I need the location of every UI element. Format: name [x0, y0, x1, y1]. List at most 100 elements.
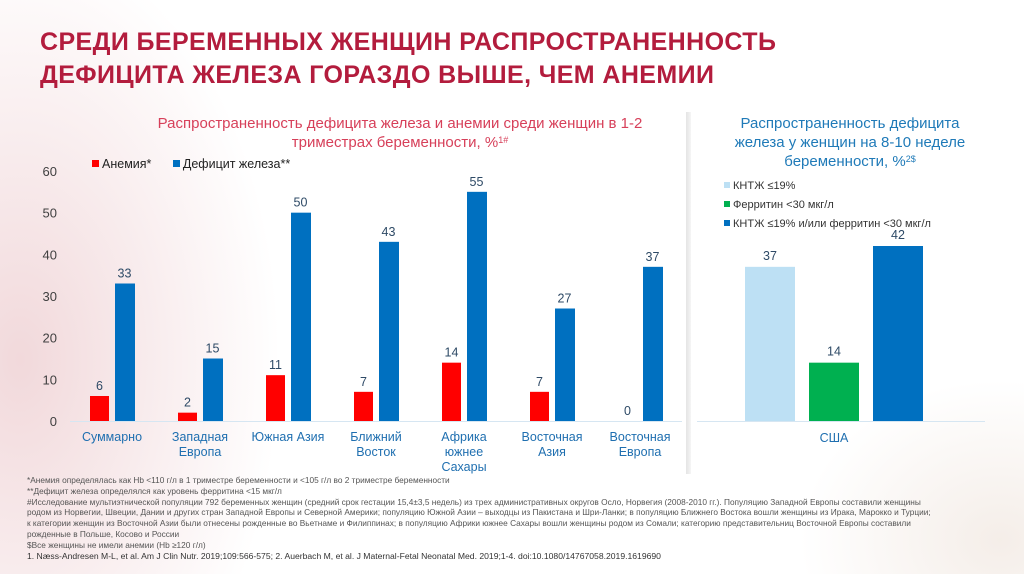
bar-iron-deficiency: [379, 241, 399, 421]
data-label-anemia: 14: [445, 346, 459, 360]
bar-iron-deficiency: [555, 308, 575, 421]
right-chart-legend: КНТЖ ≤19% Ферритин <30 мкг/л КНТЖ ≤19% и…: [724, 177, 931, 234]
legend-item-ferritin: Ферритин <30 мкг/л: [724, 196, 931, 215]
data-label-anemia: 6: [96, 379, 103, 393]
y-tick-label: 40: [43, 247, 57, 262]
data-label-iron-deficiency: 33: [118, 267, 132, 281]
slide-title-line-2: ДЕФИЦИТА ЖЕЛЕЗА ГОРАЗДО ВЫШЕ, ЧЕМ АНЕМИИ: [40, 61, 715, 89]
y-tick-label: 0: [50, 414, 57, 429]
right-chart-title-sup: 2$: [905, 154, 916, 164]
legend-swatch-tsat: [724, 182, 730, 188]
bar-iron-deficiency: [467, 191, 487, 421]
bar-anemia: [442, 362, 461, 421]
y-tick-label: 30: [43, 289, 57, 304]
x-tick-label-line: Ближний: [350, 430, 402, 444]
data-label-tsat: 37: [763, 249, 777, 263]
legend-item-tsat: КНТЖ ≤19%: [724, 177, 931, 196]
x-tick-label-line: Суммарно: [81, 430, 143, 444]
y-tick-label: 20: [43, 331, 57, 346]
data-label-iron-deficiency: 37: [646, 250, 660, 264]
left-chart-legend: Анемия* Дефицит железа**: [92, 157, 308, 171]
x-tick-label-line: Африка: [441, 430, 487, 444]
data-label-iron-deficiency: 43: [382, 225, 396, 239]
footnote-no-anemia: $Все женщины не имели анемии (Hb ≥120 г/…: [27, 539, 206, 550]
footnotes: *Анемия определялась как Hb <110 г/л в 1…: [27, 475, 1017, 561]
data-label-iron-deficiency: 50: [294, 196, 308, 210]
slide-title-line-1: СРЕДИ БЕРЕМЕННЫХ ЖЕНЩИН РАСПРОСТРАНЕННОС…: [40, 28, 777, 56]
x-tick-label-line: Южная Азия: [251, 430, 325, 444]
bar-iron-deficiency: [643, 266, 663, 421]
bar-anemia: [90, 396, 109, 421]
x-tick-label-line: Азия: [538, 445, 566, 459]
x-tick-label: Западная Европа: [155, 430, 245, 460]
bar-ferritin: [809, 362, 859, 421]
y-tick-label: 50: [43, 206, 57, 221]
bar-tsat-or-ferritin: [873, 246, 923, 421]
right-chart-title-line-1: Распространенность дефицита: [740, 115, 960, 132]
x-tick-label: Ближний Восток: [331, 430, 421, 460]
x-tick-label: Восточная Европа: [595, 430, 685, 460]
data-label-anemia: 7: [360, 375, 367, 389]
legend-swatch-anemia: [92, 160, 99, 167]
footnote-iron-deficiency: **Дефицит железа определялся как уровень…: [27, 485, 282, 496]
data-label-anemia: 2: [184, 396, 191, 410]
x-tick-label-line: Европа: [618, 445, 662, 459]
chart-divider: [686, 112, 691, 474]
footnote-study-4: рожденные в Польше, Косово и России: [27, 528, 180, 539]
x-tick-label: Восточная Азия: [507, 430, 597, 460]
legend-label-tsat: КНТЖ ≤19%: [733, 180, 796, 192]
right-chart-title-line-3: беременности, %: [784, 153, 906, 170]
legend-swatch-iron-deficiency: [172, 160, 180, 167]
x-tick-label-usa: США: [819, 431, 849, 445]
footnote-study-2: родом из Норвегии, Швеции, Дании и други…: [27, 507, 931, 518]
data-label-anemia: 7: [536, 375, 543, 389]
x-tick-label-line: Восток: [356, 445, 396, 459]
legend-label-ferritin: Ферритин <30 мкг/л: [733, 199, 834, 211]
legend-item-tsat-or-ferritin: КНТЖ ≤19% и/или ферритин <30 мкг/л: [724, 215, 931, 234]
slide-title: СРЕДИ БЕРЕМЕННЫХ ЖЕНЩИН РАСПРОСТРАНЕННОС…: [40, 26, 940, 92]
x-tick-label: Суммарно: [67, 430, 157, 445]
x-tick-label-line: Восточная: [609, 430, 671, 444]
x-tick-label: Африка южнее Сахары: [419, 430, 509, 475]
legend-swatch-tsat-or-ferritin: [724, 220, 730, 226]
x-tick-label-line: южнее: [444, 445, 484, 459]
footnote-study-3: к категории женщин из Восточной Азии был…: [27, 518, 911, 529]
bar-anemia: [266, 375, 285, 421]
bar-tsat: [745, 266, 795, 421]
bar-iron-deficiency: [203, 358, 223, 421]
data-label-anemia: 0: [624, 404, 631, 418]
legend-swatch-ferritin: [724, 201, 730, 207]
bar-iron-deficiency: [115, 283, 135, 421]
left-chart-title: Распространенность дефицита железа и ане…: [120, 114, 680, 152]
footnote-study-1: #Исследование мультиэтнической популяции…: [27, 496, 921, 507]
bar-anemia: [178, 412, 197, 421]
data-label-iron-deficiency: 27: [558, 292, 572, 306]
x-tick-label-line: Западная: [171, 430, 229, 444]
data-label-anemia: 11: [269, 358, 282, 372]
bar-anemia: [530, 391, 549, 421]
right-chart-title-line-2: железа у женщин на 8-10 неделе: [734, 134, 966, 151]
y-tick-label: 60: [43, 164, 57, 179]
legend-label-iron-deficiency: Дефицит железа**: [182, 157, 291, 171]
x-tick-label-line: Сахары: [441, 460, 487, 474]
legend-item-iron-deficiency: Дефицит железа**: [172, 157, 291, 171]
x-tick-label-line: Восточная: [521, 430, 583, 444]
data-label-ferritin: 14: [827, 345, 841, 359]
right-chart-title: Распространенность дефицита железа у жен…: [700, 114, 1000, 171]
left-chart-title-line-1: Распространенность дефицита железа и ане…: [157, 115, 643, 132]
footnote-anemia: *Анемия определялась как Hb <110 г/л в 1…: [27, 475, 450, 485]
references: 1. Næss-Andresen M-L, et al. Am J Clin N…: [27, 550, 661, 561]
x-tick-label: Южная Азия: [243, 430, 333, 445]
data-label-iron-deficiency: 55: [470, 175, 484, 189]
left-chart-title-sup: 1#: [498, 135, 509, 145]
data-label-tsat-or-ferritin: 42: [891, 228, 905, 242]
data-label-iron-deficiency: 15: [206, 342, 220, 356]
left-chart-title-line-2: триместрах беременности, %: [291, 134, 499, 151]
bar-anemia: [354, 391, 373, 421]
bar-iron-deficiency: [291, 212, 311, 421]
legend-label-anemia: Анемия*: [102, 157, 152, 171]
y-tick-label: 10: [43, 372, 57, 387]
x-tick-label-line: Европа: [178, 445, 222, 459]
